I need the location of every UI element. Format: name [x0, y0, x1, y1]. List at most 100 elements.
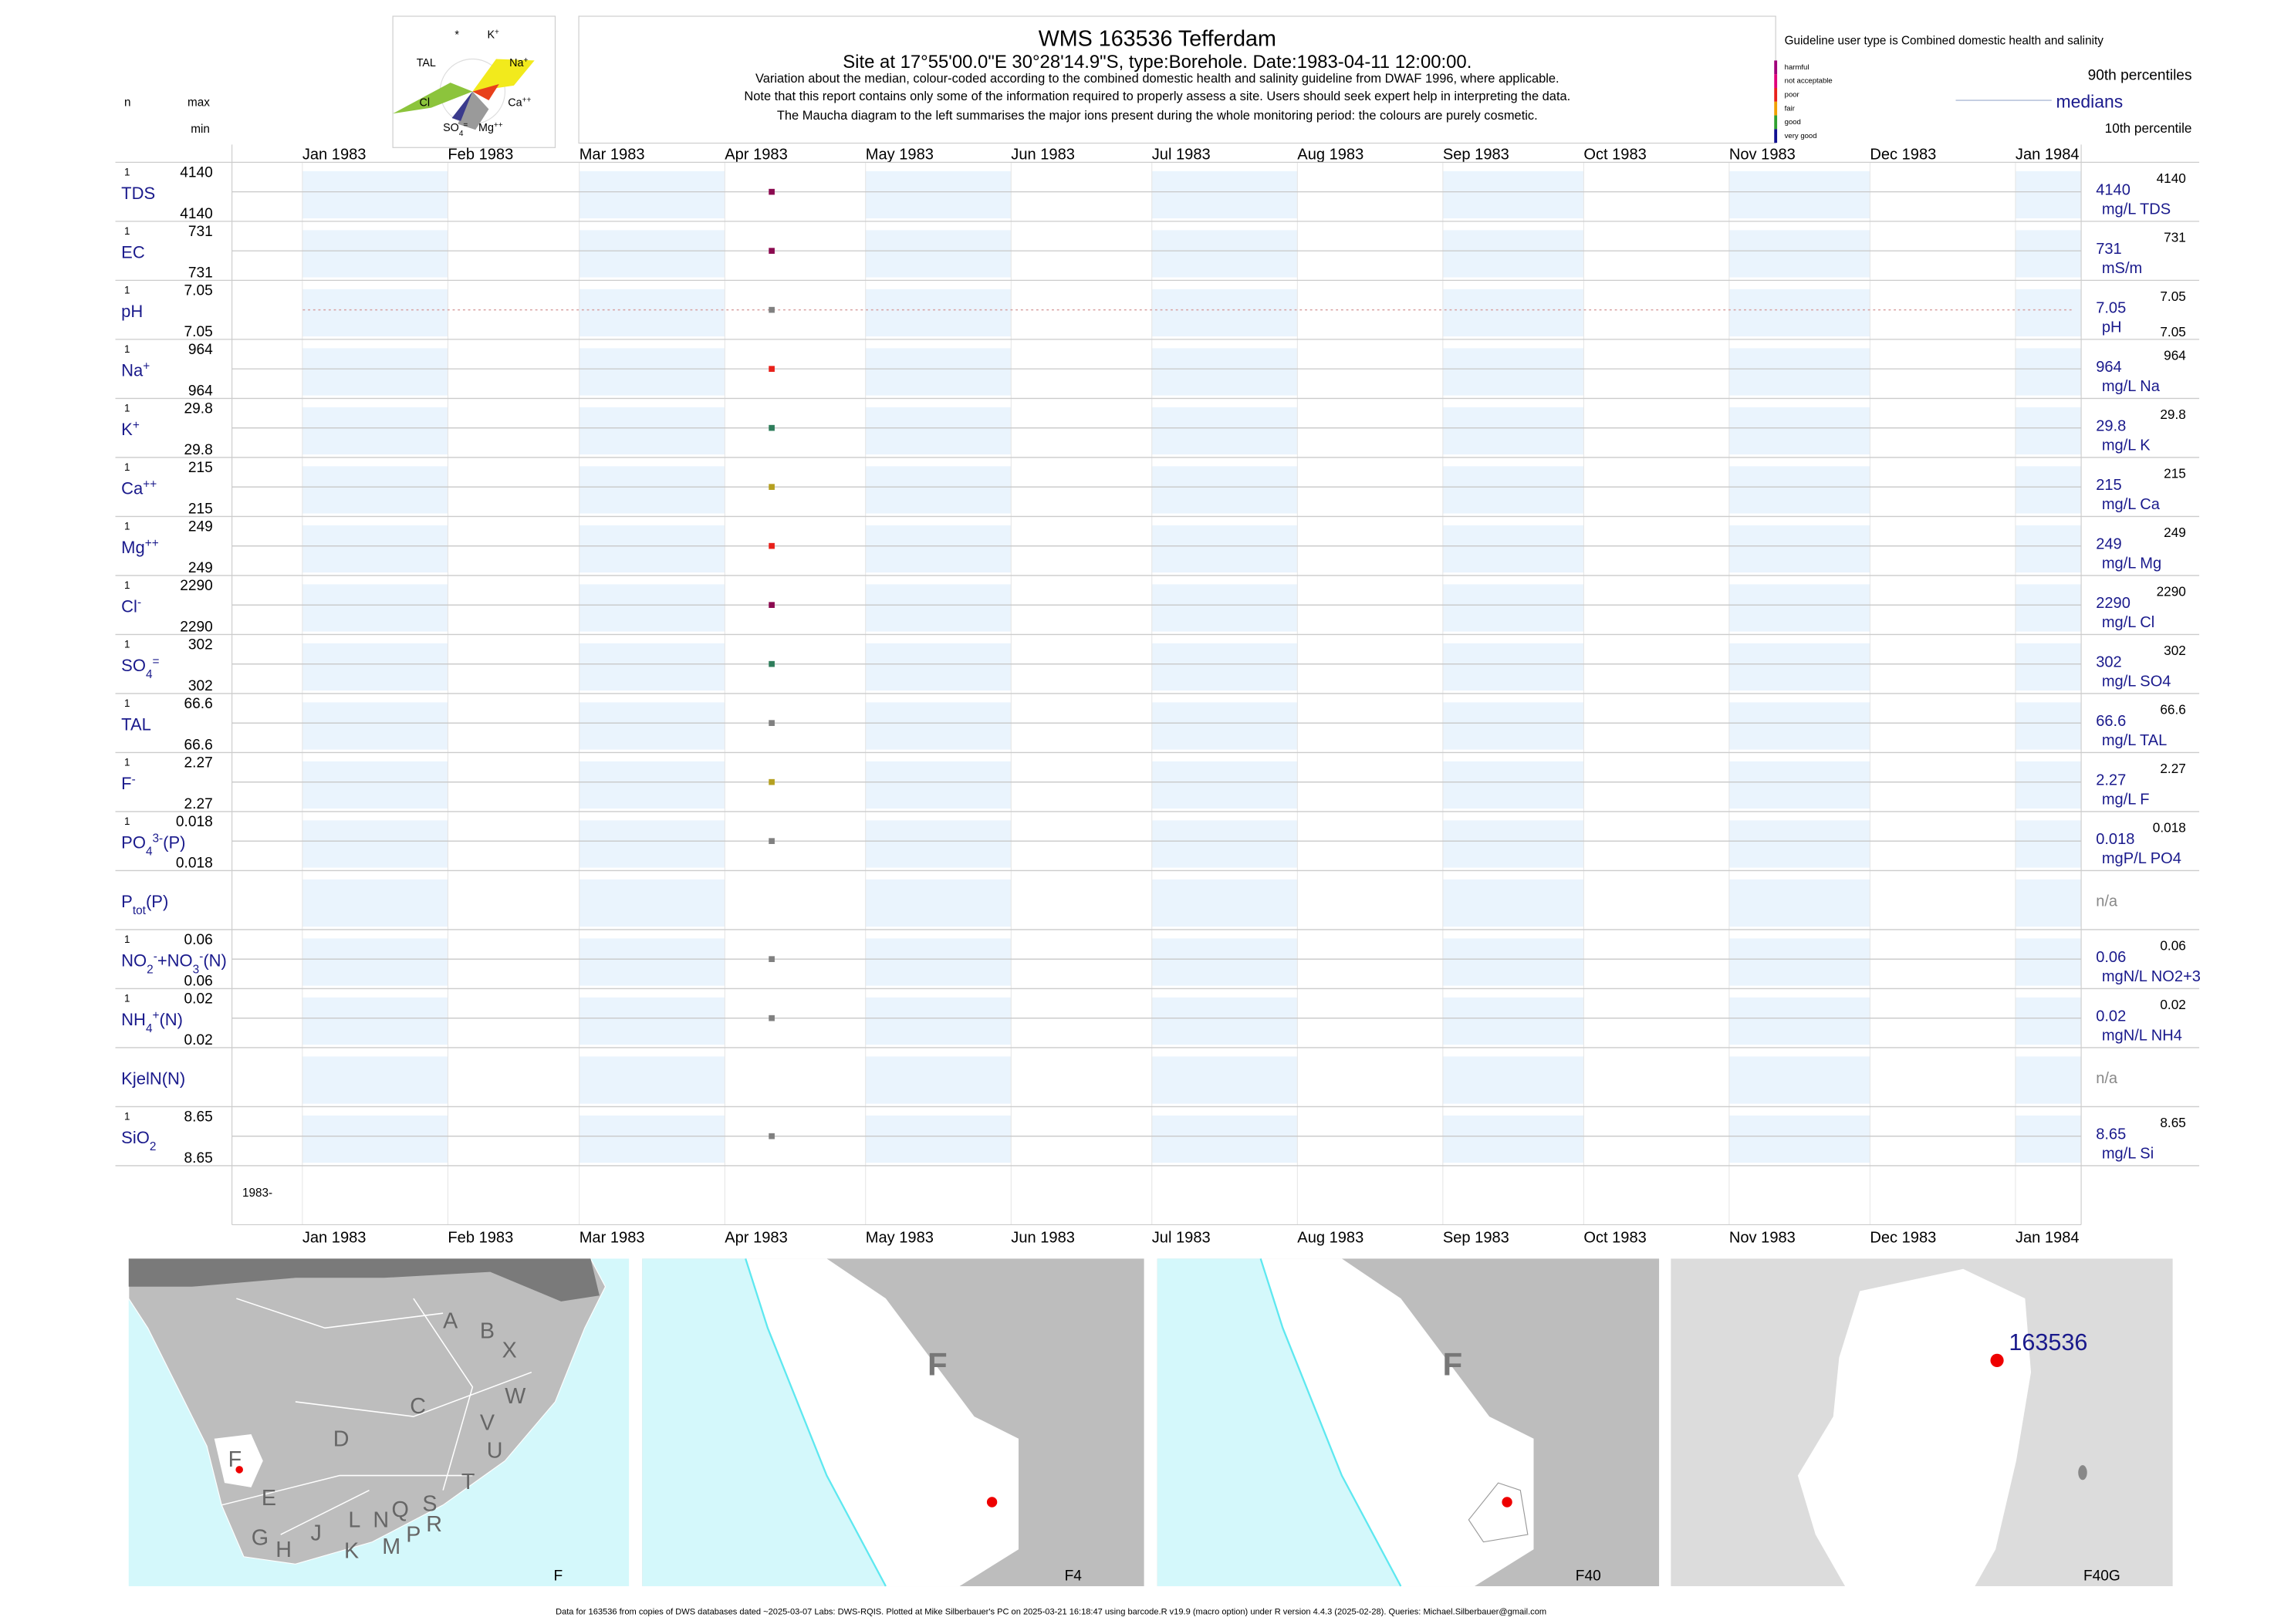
row-label-part: K — [121, 420, 133, 439]
month-band — [1151, 820, 1298, 868]
row-label-part: (N) — [159, 1010, 183, 1029]
row-label-part: KjelN(N) — [121, 1069, 185, 1089]
month-band — [2015, 702, 2082, 750]
max-label: 2.27 — [184, 755, 213, 771]
month-band — [1151, 289, 1298, 337]
maucha-label-part: ++ — [494, 121, 503, 130]
month-band — [579, 879, 725, 927]
row-label-part: Cl — [121, 597, 137, 616]
class-swatch — [1774, 129, 1778, 143]
median-value: 8.65 — [2096, 1126, 2126, 1143]
unit-label: mg/L TAL — [2102, 732, 2167, 749]
n-label: 1 — [124, 815, 130, 827]
maucha-label: Mg++ — [478, 121, 503, 135]
maucha-label-part: + — [524, 56, 529, 65]
median-value: 2290 — [2096, 595, 2130, 612]
row-label-part: TDS — [121, 184, 155, 203]
n-label: 1 — [124, 993, 130, 1004]
month-band — [579, 997, 725, 1045]
data-point — [769, 1133, 775, 1140]
month-band — [1442, 584, 1584, 632]
map-panel-3 — [1157, 1258, 1660, 1587]
p90-value: 66.6 — [2160, 702, 2185, 717]
unit-label: mg/L Cl — [2102, 614, 2154, 631]
x-tick-label: Feb 1983 — [448, 147, 513, 164]
min-header: min — [191, 123, 210, 136]
row-label-part: - — [154, 950, 157, 963]
month-band — [579, 348, 725, 396]
month-band — [1151, 348, 1298, 396]
max-label: 731 — [188, 224, 213, 240]
p90-value: 2290 — [2157, 584, 2186, 599]
region-letter: L — [348, 1508, 360, 1533]
month-band — [1151, 879, 1298, 927]
month-band — [579, 643, 725, 691]
month-band — [1151, 584, 1298, 632]
min-label: 302 — [188, 678, 213, 694]
x-tick-label: Jun 1983 — [1011, 147, 1075, 164]
maucha-label: K+ — [487, 28, 499, 42]
month-band — [579, 702, 725, 750]
catchment — [1797, 1268, 2032, 1587]
row-label-part: - — [199, 950, 203, 963]
month-band — [1728, 1115, 1870, 1163]
min-label: 8.65 — [184, 1150, 213, 1167]
x-tick-label: Feb 1983 — [448, 1229, 513, 1246]
row-label-part: = — [153, 655, 160, 668]
month-band — [1728, 348, 1870, 396]
row-label: TAL — [121, 715, 151, 734]
month-band — [579, 938, 725, 986]
max-label: 7.05 — [184, 283, 213, 299]
note: Variation about the median, colour-coded… — [755, 72, 1559, 86]
region-letter: Q — [391, 1497, 408, 1522]
p90-value: 2.27 — [2160, 761, 2185, 776]
region-letter: R — [426, 1512, 442, 1537]
data-point — [769, 484, 775, 490]
row-label-part: NH — [121, 1010, 146, 1029]
data-point — [769, 424, 775, 431]
class-swatch — [1774, 101, 1778, 116]
boundaries — [221, 1298, 532, 1535]
maucha-label-part: + — [495, 28, 499, 36]
month-band — [1728, 761, 1870, 809]
data-point — [769, 720, 775, 726]
region-letter: C — [410, 1394, 426, 1419]
month-band — [1442, 879, 1584, 927]
month-band — [302, 466, 448, 514]
unit-label: mg/L Mg — [2102, 555, 2161, 572]
month-band — [2015, 1056, 2082, 1104]
row-label: pH — [121, 302, 143, 321]
month-band — [1728, 584, 1870, 632]
median-value: 215 — [2096, 477, 2122, 494]
month-band — [302, 171, 448, 219]
row-label-part: SO — [121, 656, 146, 675]
month-band — [1442, 938, 1584, 986]
max-label: 29.8 — [184, 401, 213, 417]
month-band — [1442, 761, 1584, 809]
month-band — [302, 938, 448, 986]
unit-label: mg/L K — [2102, 437, 2151, 454]
month-band — [865, 938, 1012, 986]
row-label-part: Na — [121, 361, 144, 380]
row-label-part: 3 — [193, 963, 200, 976]
max-label: 302 — [188, 637, 213, 653]
x-tick-label: Jan 1983 — [302, 1229, 367, 1246]
data-point — [769, 306, 775, 313]
p90-value: 0.06 — [2160, 938, 2185, 954]
region-letter: X — [502, 1339, 517, 1363]
maucha-label-part: Mg — [478, 122, 494, 134]
min-label: 731 — [188, 265, 213, 282]
data-point — [769, 602, 775, 608]
unit-label: mg/L SO4 — [2102, 673, 2171, 690]
p90-value: 0.02 — [2160, 997, 2185, 1012]
region-letter: F — [1442, 1346, 1462, 1383]
row-label: F- — [121, 773, 136, 794]
row-label-part: PO — [121, 833, 146, 853]
month-band — [302, 525, 448, 573]
region-f — [214, 1434, 263, 1487]
p90-value: 8.65 — [2160, 1115, 2185, 1130]
unit-label: mg/L TDS — [2102, 201, 2171, 218]
month-band — [1442, 230, 1584, 278]
row-label-part: P — [121, 892, 133, 911]
